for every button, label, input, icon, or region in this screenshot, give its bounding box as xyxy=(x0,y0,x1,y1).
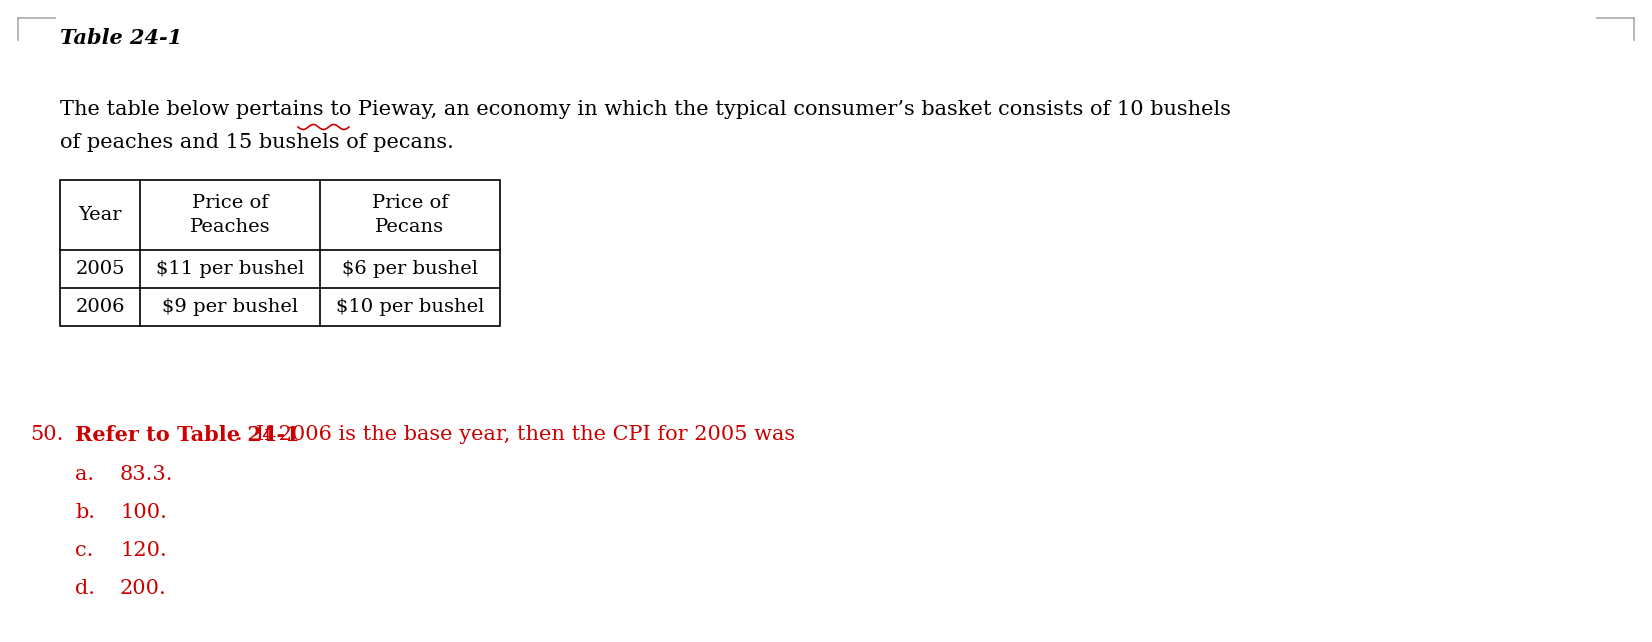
Text: $10 per bushel: $10 per bushel xyxy=(335,298,484,316)
Text: $9 per bushel: $9 per bushel xyxy=(162,298,297,316)
Text: Year: Year xyxy=(78,206,122,224)
Text: 2005: 2005 xyxy=(76,260,126,278)
Text: 200.: 200. xyxy=(121,579,167,598)
Text: Table 24-1: Table 24-1 xyxy=(59,28,182,48)
Text: 2006: 2006 xyxy=(76,298,126,316)
Text: $6 per bushel: $6 per bushel xyxy=(342,260,477,278)
Text: Refer to Table 24-1: Refer to Table 24-1 xyxy=(74,425,299,445)
Text: b.: b. xyxy=(74,503,96,522)
Text: Price of
Peaches: Price of Peaches xyxy=(190,194,271,236)
Text: c.: c. xyxy=(74,541,94,560)
Text: The table below pertains to Pieway, an economy in which the typical consumer’s b: The table below pertains to Pieway, an e… xyxy=(59,100,1231,119)
Text: .  If 2006 is the base year, then the CPI for 2005 was: . If 2006 is the base year, then the CPI… xyxy=(236,425,796,444)
Bar xyxy=(59,180,501,326)
Text: of peaches and 15 bushels of pecans.: of peaches and 15 bushels of pecans. xyxy=(59,133,454,152)
Text: 50.: 50. xyxy=(30,425,63,444)
Text: Price of
Pecans: Price of Pecans xyxy=(372,194,448,236)
Text: 83.3.: 83.3. xyxy=(121,465,173,484)
Text: 100.: 100. xyxy=(121,503,167,522)
Text: d.: d. xyxy=(74,579,96,598)
Text: $11 per bushel: $11 per bushel xyxy=(155,260,304,278)
Text: 120.: 120. xyxy=(121,541,167,560)
Text: a.: a. xyxy=(74,465,94,484)
